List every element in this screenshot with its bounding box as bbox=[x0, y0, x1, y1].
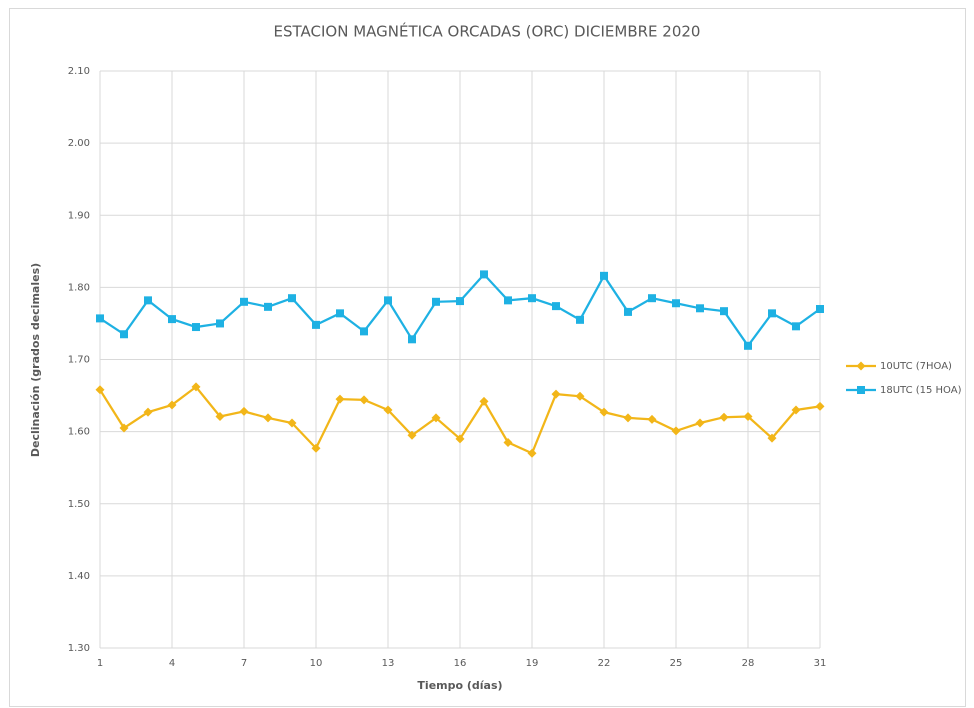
y-tick-label: 2.10 bbox=[68, 66, 90, 77]
y-tick-label: 1.50 bbox=[68, 499, 90, 510]
marker bbox=[599, 407, 609, 417]
marker bbox=[360, 327, 368, 336]
marker bbox=[576, 315, 584, 324]
marker bbox=[575, 391, 585, 401]
marker bbox=[696, 304, 704, 313]
marker bbox=[624, 307, 632, 316]
marker bbox=[264, 302, 272, 311]
marker bbox=[480, 270, 488, 279]
marker bbox=[240, 297, 248, 306]
marker bbox=[600, 271, 608, 280]
marker bbox=[504, 296, 512, 305]
marker bbox=[552, 302, 560, 311]
marker bbox=[528, 294, 536, 303]
marker bbox=[192, 323, 200, 332]
y-tick-label: 1.90 bbox=[68, 210, 90, 221]
marker bbox=[647, 414, 657, 424]
x-tick-label: 25 bbox=[670, 658, 683, 669]
marker bbox=[767, 433, 777, 443]
legend-label: 10UTC (7HOA) bbox=[880, 361, 952, 372]
marker bbox=[455, 434, 465, 444]
marker bbox=[695, 418, 705, 428]
marker bbox=[312, 320, 320, 329]
marker bbox=[336, 309, 344, 318]
marker bbox=[671, 426, 681, 436]
marker bbox=[167, 400, 177, 410]
marker bbox=[216, 319, 224, 328]
y-tick-label: 1.40 bbox=[68, 571, 90, 582]
x-tick-label: 31 bbox=[814, 658, 827, 669]
marker bbox=[359, 395, 369, 405]
x-axis-label: Tiempo (días) bbox=[417, 679, 502, 692]
legend-label: 18UTC (15 HOA) bbox=[880, 385, 962, 396]
marker bbox=[816, 305, 824, 314]
x-tick-label: 1 bbox=[97, 658, 103, 669]
marker bbox=[815, 401, 825, 411]
legend-marker bbox=[857, 386, 865, 394]
marker bbox=[432, 297, 440, 306]
marker bbox=[479, 396, 489, 406]
y-tick-label: 1.60 bbox=[68, 427, 90, 438]
marker bbox=[239, 406, 249, 416]
marker bbox=[431, 413, 441, 423]
y-tick-label: 1.70 bbox=[68, 355, 90, 366]
marker bbox=[143, 407, 153, 417]
marker bbox=[743, 411, 753, 421]
y-tick-label: 2.00 bbox=[68, 138, 90, 149]
x-tick-label: 19 bbox=[526, 658, 539, 669]
y-tick-label: 1.30 bbox=[68, 643, 90, 654]
legend-marker bbox=[856, 361, 866, 371]
marker bbox=[384, 296, 392, 305]
x-tick-label: 7 bbox=[241, 658, 247, 669]
marker bbox=[144, 296, 152, 305]
x-tick-label: 13 bbox=[382, 658, 395, 669]
marker bbox=[408, 335, 416, 344]
marker bbox=[311, 443, 321, 453]
marker bbox=[168, 315, 176, 324]
x-tick-label: 22 bbox=[598, 658, 611, 669]
marker bbox=[335, 394, 345, 404]
marker bbox=[383, 405, 393, 415]
x-tick-label: 10 bbox=[310, 658, 323, 669]
marker bbox=[95, 385, 105, 395]
marker bbox=[456, 297, 464, 306]
marker bbox=[768, 309, 776, 318]
marker bbox=[551, 389, 561, 399]
y-axis-label: Declinación (grados decimales) bbox=[29, 263, 42, 457]
marker bbox=[215, 411, 225, 421]
chart-title: ESTACION MAGNÉTICA ORCADAS (ORC) DICIEMB… bbox=[274, 22, 701, 41]
marker bbox=[407, 430, 417, 440]
marker bbox=[719, 412, 729, 422]
marker bbox=[96, 314, 104, 323]
marker bbox=[623, 413, 633, 423]
chart-border bbox=[9, 8, 966, 707]
marker bbox=[792, 322, 800, 331]
x-tick-label: 16 bbox=[454, 658, 467, 669]
marker bbox=[720, 307, 728, 316]
marker bbox=[744, 341, 752, 350]
x-tick-label: 28 bbox=[742, 658, 755, 669]
x-tick-label: 4 bbox=[169, 658, 175, 669]
y-tick-label: 1.80 bbox=[68, 282, 90, 293]
marker bbox=[791, 405, 801, 415]
marker bbox=[288, 294, 296, 303]
marker bbox=[672, 299, 680, 308]
marker bbox=[191, 382, 201, 392]
marker bbox=[119, 423, 129, 433]
marker bbox=[287, 418, 297, 428]
marker bbox=[527, 448, 537, 458]
marker bbox=[648, 294, 656, 303]
marker bbox=[503, 437, 513, 447]
marker bbox=[120, 330, 128, 339]
marker bbox=[263, 413, 273, 423]
